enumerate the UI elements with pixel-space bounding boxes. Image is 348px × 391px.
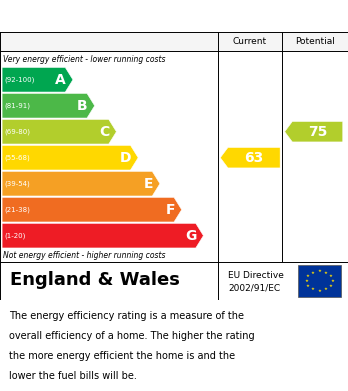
Text: Not energy efficient - higher running costs: Not energy efficient - higher running co… xyxy=(3,251,166,260)
Text: (55-68): (55-68) xyxy=(5,154,30,161)
Polygon shape xyxy=(2,145,138,170)
Polygon shape xyxy=(2,171,160,196)
Text: A: A xyxy=(55,73,66,87)
Text: (21-38): (21-38) xyxy=(5,206,30,213)
Text: E: E xyxy=(143,177,153,191)
Text: (39-54): (39-54) xyxy=(5,180,30,187)
Text: ★: ★ xyxy=(324,271,328,275)
Polygon shape xyxy=(2,197,182,222)
Text: lower the fuel bills will be.: lower the fuel bills will be. xyxy=(9,371,136,381)
Text: ★: ★ xyxy=(329,274,333,278)
Text: 2002/91/EC: 2002/91/EC xyxy=(228,283,280,292)
Polygon shape xyxy=(2,67,73,92)
Polygon shape xyxy=(2,223,203,248)
Text: Potential: Potential xyxy=(295,37,335,46)
Text: the more energy efficient the home is and the: the more energy efficient the home is an… xyxy=(9,351,235,361)
Text: (81-91): (81-91) xyxy=(5,102,31,109)
Text: (92-100): (92-100) xyxy=(5,77,35,83)
Text: F: F xyxy=(165,203,175,217)
Text: (69-80): (69-80) xyxy=(5,129,31,135)
Text: 75: 75 xyxy=(308,125,327,139)
Text: ★: ★ xyxy=(304,279,308,283)
Text: Current: Current xyxy=(232,37,267,46)
Text: (1-20): (1-20) xyxy=(5,232,26,239)
Text: Very energy efficient - lower running costs: Very energy efficient - lower running co… xyxy=(3,55,166,64)
Text: ★: ★ xyxy=(330,279,334,283)
Text: ★: ★ xyxy=(324,287,328,291)
Text: ★: ★ xyxy=(329,284,333,288)
Text: ★: ★ xyxy=(306,284,310,288)
Text: England & Wales: England & Wales xyxy=(10,271,180,289)
Text: G: G xyxy=(185,229,197,243)
Polygon shape xyxy=(220,147,280,168)
Text: B: B xyxy=(77,99,88,113)
Text: ★: ★ xyxy=(311,287,315,291)
Text: overall efficiency of a home. The higher the rating: overall efficiency of a home. The higher… xyxy=(9,331,254,341)
Text: EU Directive: EU Directive xyxy=(228,271,284,280)
Bar xyxy=(298,265,341,297)
Polygon shape xyxy=(285,122,343,142)
Text: ★: ★ xyxy=(311,271,315,275)
Text: ★: ★ xyxy=(306,274,310,278)
Text: C: C xyxy=(99,125,110,139)
Polygon shape xyxy=(2,119,116,144)
Text: 63: 63 xyxy=(244,151,264,165)
Polygon shape xyxy=(2,93,95,118)
Text: D: D xyxy=(120,151,131,165)
Text: ★: ★ xyxy=(317,269,321,273)
Text: ★: ★ xyxy=(317,289,321,292)
Text: The energy efficiency rating is a measure of the: The energy efficiency rating is a measur… xyxy=(9,311,244,321)
Bar xyxy=(0,32,348,51)
Text: Energy Efficiency Rating: Energy Efficiency Rating xyxy=(7,9,217,23)
